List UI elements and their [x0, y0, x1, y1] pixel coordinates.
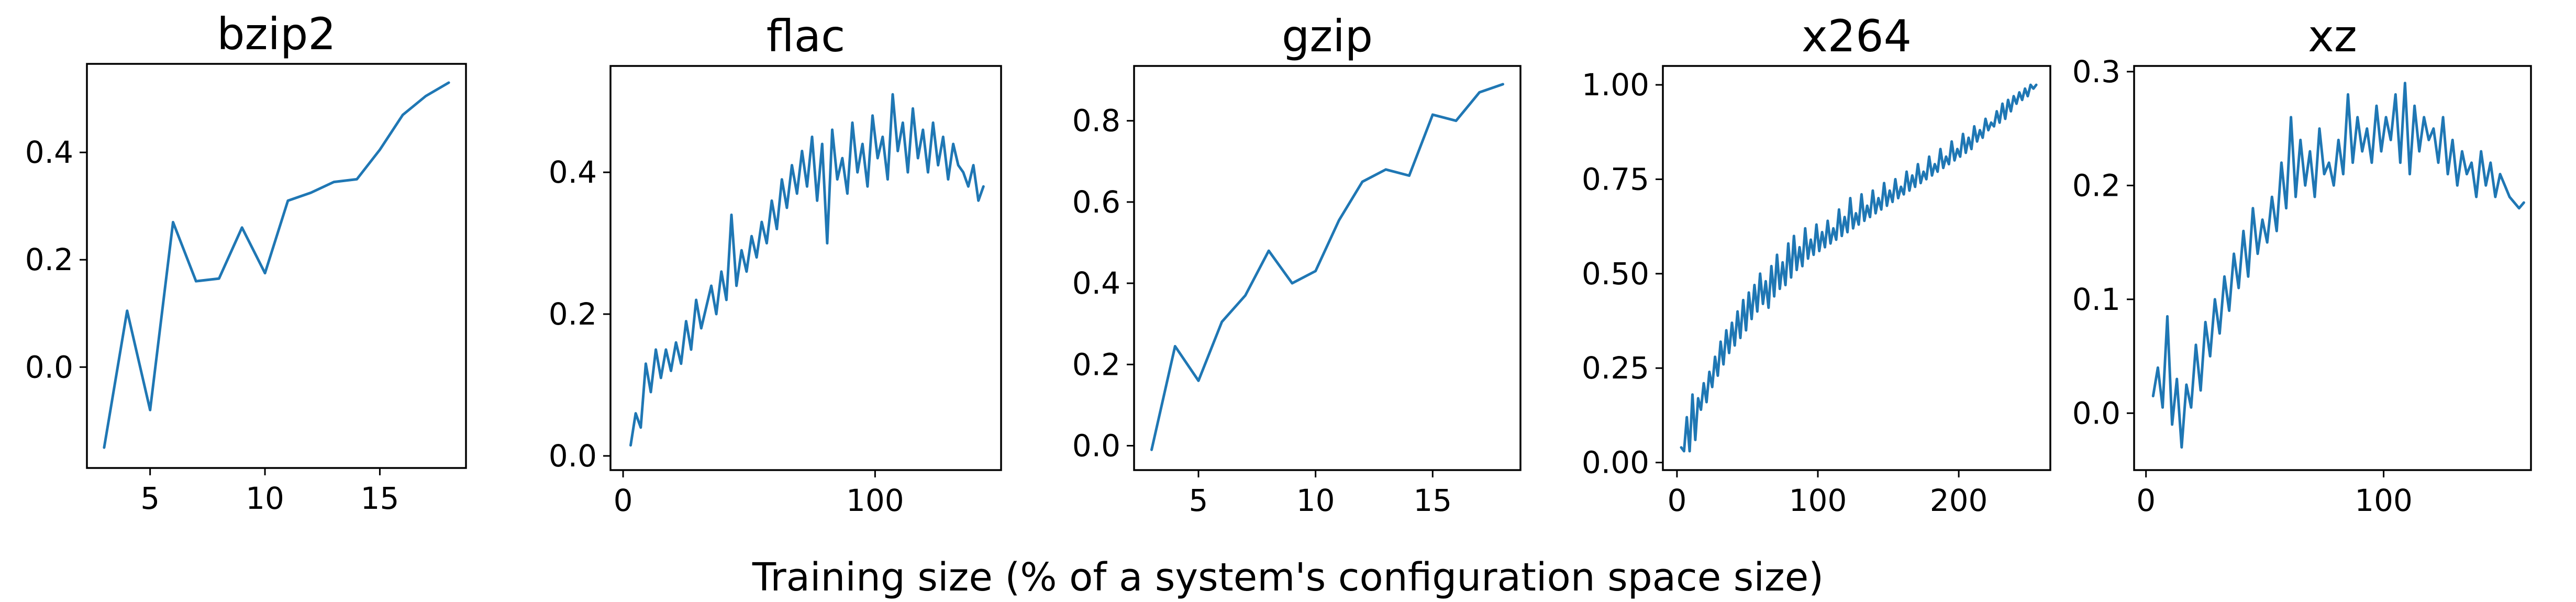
y-tick-label: 0.6	[1072, 184, 1120, 220]
y-tick-label: 0.2	[25, 242, 73, 277]
axes-frame	[1662, 65, 2051, 471]
subplot-gzip: gzip 0.0 0.2 0.4 0.6 0.8 5 10 15	[1072, 10, 1522, 518]
subplot-bzip2: bzip2 0.0 0.2 0.4 5 10 15	[25, 8, 467, 516]
subplot-title: xz	[2308, 10, 2357, 62]
series-line	[1680, 83, 2038, 453]
subplot-title: gzip	[1282, 10, 1373, 62]
axes-frame	[1133, 65, 1522, 471]
y-tick-label: 0.4	[25, 135, 73, 170]
axes-frame	[2133, 65, 2532, 471]
x-tick-label: 100	[1789, 483, 1847, 518]
x-tick-label: 100	[2355, 483, 2413, 518]
axes-frame	[609, 65, 1002, 471]
x-tick-label: 0	[614, 483, 633, 518]
y-tick-label: 0.4	[1072, 265, 1120, 301]
subplot-flac: flac 0.0 0.2 0.4 0 100	[549, 10, 1002, 518]
y-tick-label: 0.50	[1582, 256, 1649, 292]
y-tick-label: 0.2	[2072, 168, 2120, 203]
series-line	[2151, 82, 2525, 449]
y-tick-label: 0.75	[1582, 161, 1649, 197]
y-tick-label: 0.0	[25, 349, 73, 385]
y-tick-label: 0.1	[2072, 282, 2120, 317]
y-tick-label: 0.0	[2072, 395, 2120, 431]
y-tick-label: 0.00	[1582, 445, 1649, 481]
x-tick-label: 15	[361, 481, 399, 516]
x-tick-label: 10	[246, 481, 284, 516]
y-tick-label: 0.8	[1072, 103, 1120, 139]
x-tick-label: 0	[1667, 483, 1686, 518]
figure-x-axis-label: Training size (% of a system's configura…	[752, 555, 1824, 600]
y-tick-label: 0.3	[2072, 54, 2120, 90]
x-tick-label: 15	[1413, 483, 1452, 518]
x-tick-label: 0	[2136, 483, 2156, 518]
subplot-x264: x264 0.00 0.25 0.50 0.75 1.00 0 100 200	[1582, 10, 2051, 518]
x-tick-label: 5	[1189, 483, 1208, 518]
subplot-title: x264	[1802, 10, 1912, 62]
y-tick-label: 0.2	[1072, 347, 1120, 382]
y-tick-label: 0.2	[549, 296, 597, 332]
x-tick-label: 10	[1296, 483, 1335, 518]
subplot-title: bzip2	[217, 8, 336, 60]
y-tick-label: 0.25	[1582, 350, 1649, 386]
subplot-title: flac	[767, 10, 846, 62]
axes-frame	[86, 63, 467, 469]
x-tick-label: 100	[846, 483, 904, 518]
y-tick-label: 0.0	[1072, 428, 1120, 463]
y-tick-label: 1.00	[1582, 67, 1649, 103]
x-tick-label: 200	[1930, 483, 1988, 518]
subplot-xz: xz 0.0 0.1 0.2 0.3 0 100	[2072, 10, 2532, 518]
y-tick-label: 0.4	[549, 154, 597, 190]
series-line	[103, 81, 450, 449]
x-tick-label: 5	[140, 481, 160, 516]
y-tick-label: 0.0	[549, 438, 597, 474]
series-line	[629, 93, 985, 447]
series-line	[1150, 83, 1504, 451]
